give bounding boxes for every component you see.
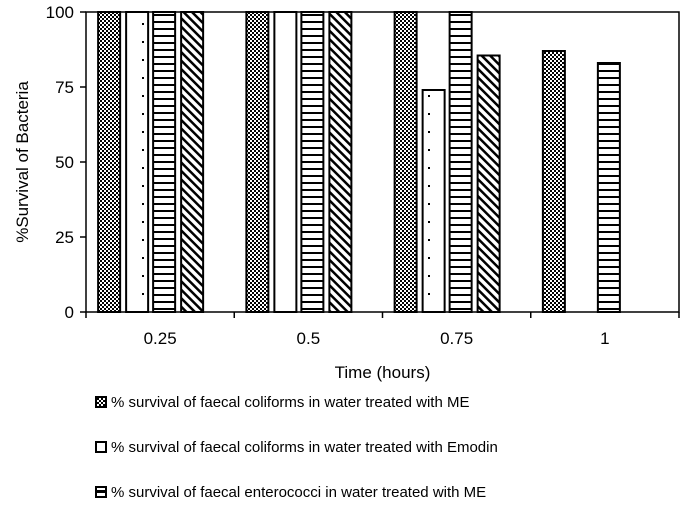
legend-swatch-checker: [95, 396, 107, 408]
bar: [476, 54, 501, 313]
legend-label: % survival of faecal enterococci in wate…: [111, 483, 487, 501]
legend-label: % survival of faecal coliforms in water …: [111, 393, 470, 411]
x-tick-label: 0.5: [297, 329, 321, 348]
legend-swatch-dots: [95, 441, 107, 453]
bar: [152, 11, 177, 313]
x-tick-label: 0.25: [144, 329, 177, 348]
y-axis-title: %Survival of Bacteria: [13, 81, 32, 243]
y-tick-label: 50: [55, 153, 74, 172]
bar: [245, 11, 270, 313]
legend-item: % survival of faecal enterococci in wate…: [95, 482, 498, 502]
x-tick-label: 0.75: [440, 329, 473, 348]
bar: [421, 89, 446, 313]
bar: [328, 11, 353, 313]
y-tick-label: 25: [55, 228, 74, 247]
legend-label: % survival of faecal coliforms in water …: [111, 438, 498, 456]
bar: [273, 11, 298, 313]
bar: [393, 11, 418, 313]
legend: % survival of faecal coliforms in water …: [95, 392, 498, 527]
chart-area: 0 25 50 75 100 0.25 0.5 0.75 1 Time (hours) %Survi…: [13, 3, 680, 382]
x-tick-label: 1: [600, 329, 609, 348]
bar: [300, 11, 325, 313]
bar: [448, 11, 473, 313]
legend-swatch-hlines: [95, 486, 107, 498]
bar: [180, 11, 205, 313]
y-tick-label: 75: [55, 78, 74, 97]
legend-item: % survival of faecal coliforms in water …: [95, 392, 498, 412]
bar: [97, 11, 122, 313]
x-axis-title: Time (hours): [335, 363, 431, 382]
bar: [125, 11, 150, 313]
bar: [596, 62, 621, 313]
bar: [541, 50, 566, 313]
y-tick-label: 100: [46, 3, 74, 22]
y-tick-label: 0: [65, 303, 74, 322]
legend-item: % survival of faecal coliforms in water …: [95, 437, 498, 457]
